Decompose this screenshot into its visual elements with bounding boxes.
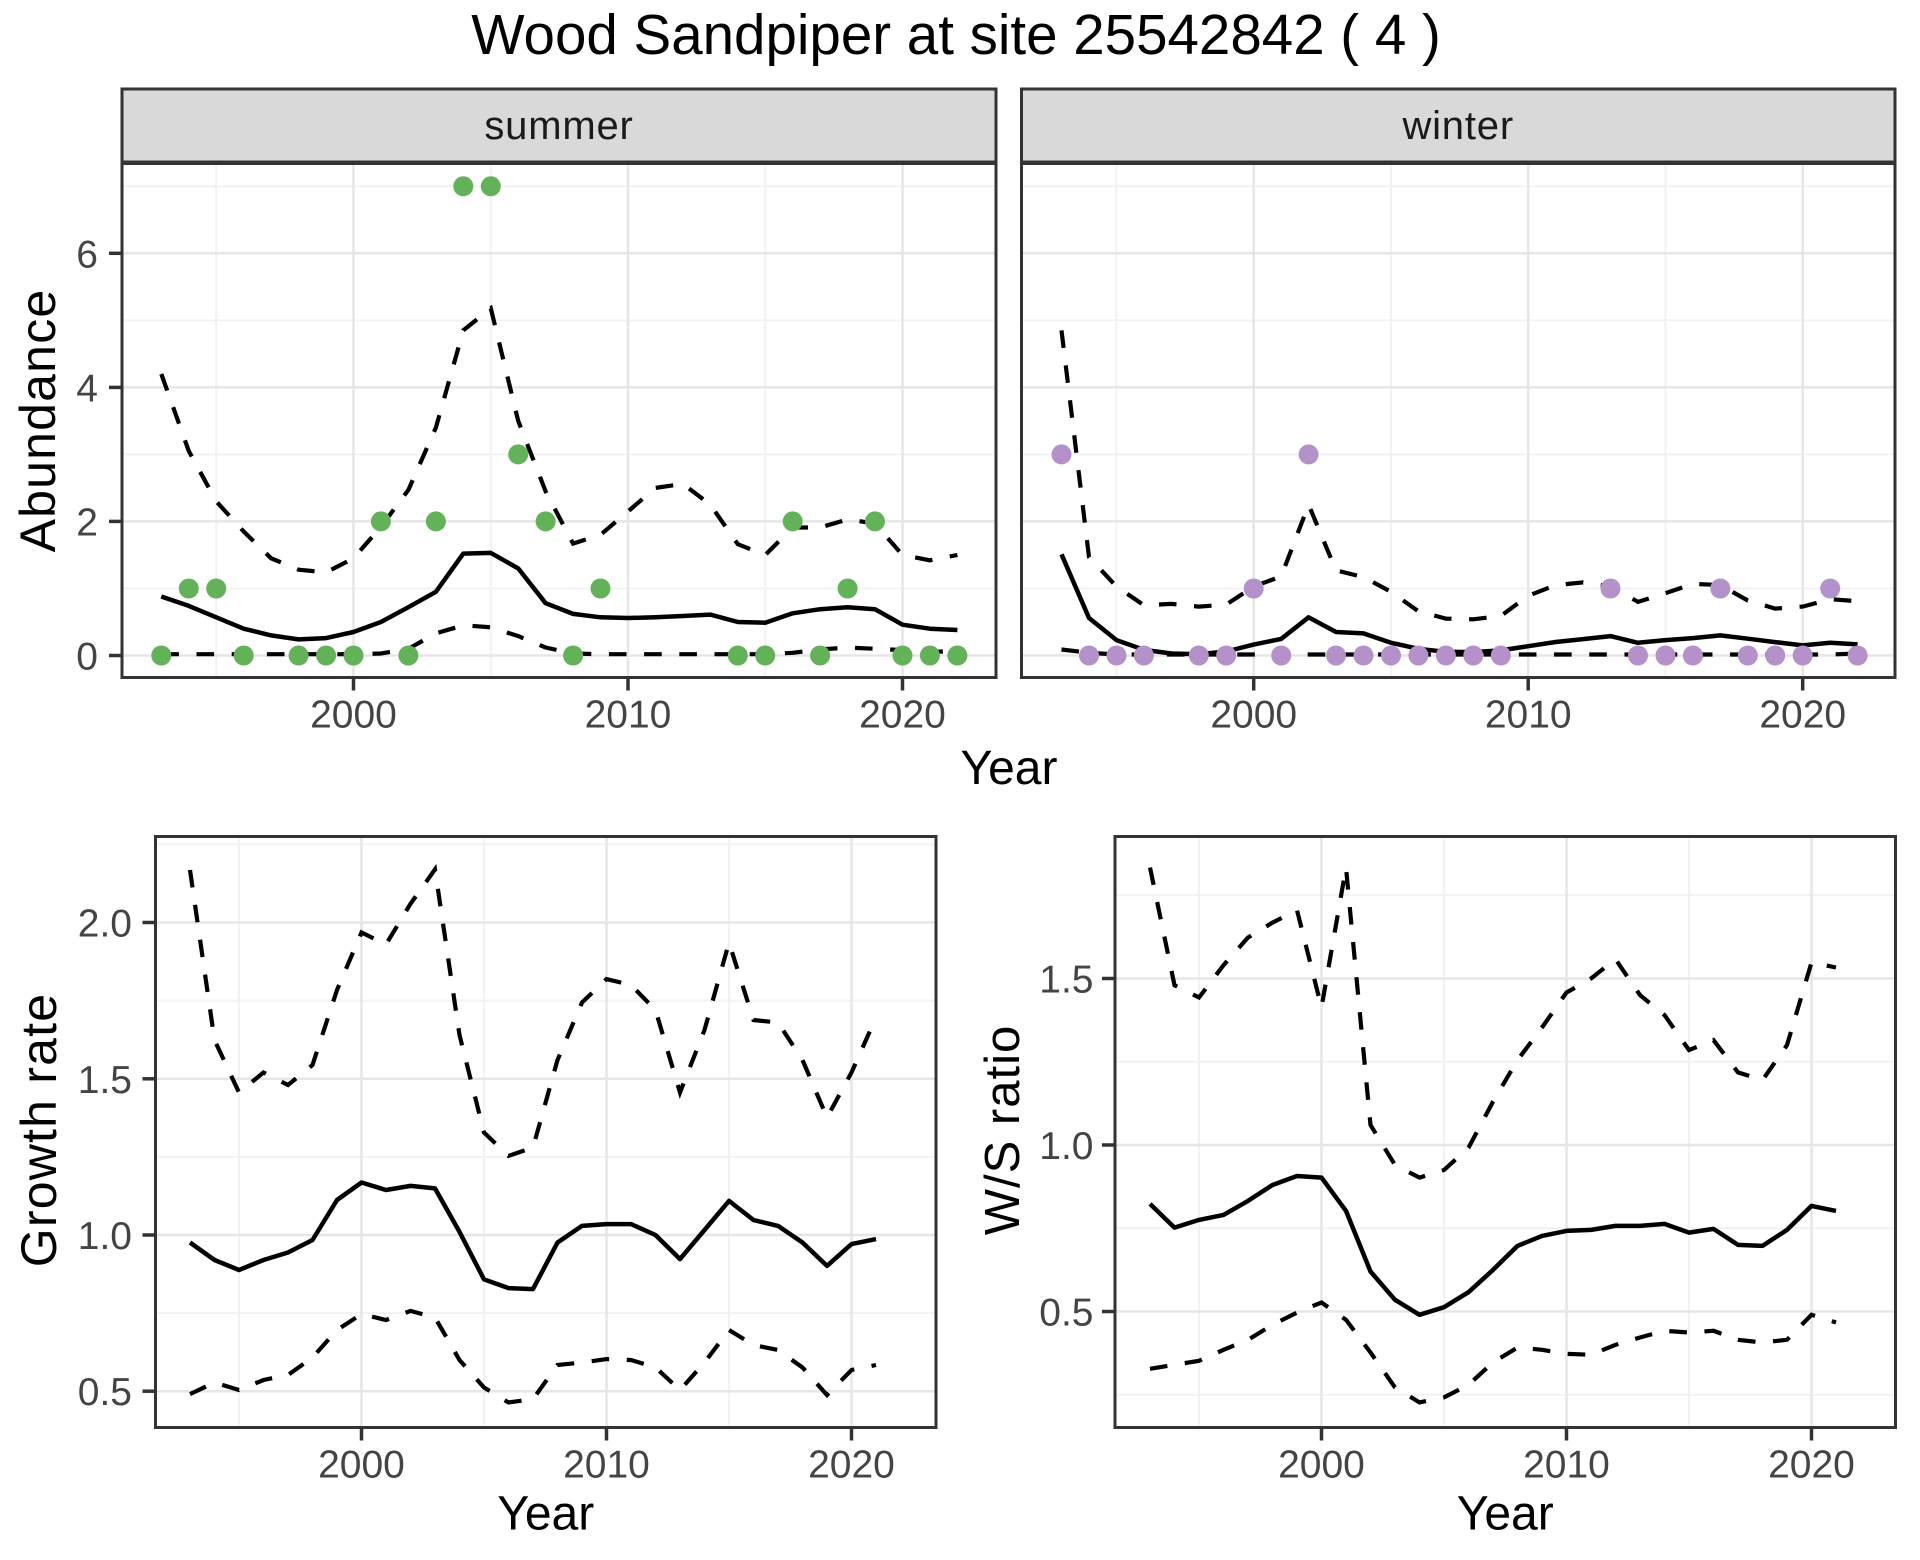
svg-text:2: 2 — [76, 501, 98, 544]
svg-text:6: 6 — [76, 233, 98, 276]
svg-text:1.0: 1.0 — [1039, 1125, 1093, 1168]
svg-text:summer: summer — [484, 104, 633, 148]
svg-text:0.5: 0.5 — [1039, 1292, 1093, 1335]
svg-text:winter: winter — [1401, 104, 1514, 148]
svg-text:Abundance: Abundance — [10, 289, 66, 553]
svg-text:2.0: 2.0 — [78, 903, 132, 946]
svg-text:2020: 2020 — [808, 1444, 895, 1487]
svg-text:2010: 2010 — [1485, 694, 1572, 737]
svg-text:0: 0 — [76, 636, 98, 679]
svg-text:Year: Year — [961, 742, 1058, 795]
svg-text:2000: 2000 — [310, 694, 397, 737]
svg-text:1.5: 1.5 — [78, 1059, 132, 1102]
svg-text:2010: 2010 — [585, 694, 672, 737]
svg-text:2020: 2020 — [859, 694, 946, 737]
svg-text:2000: 2000 — [1278, 1444, 1365, 1487]
svg-text:Growth rate: Growth rate — [11, 993, 67, 1267]
svg-text:1.0: 1.0 — [78, 1215, 132, 1258]
svg-text:Year: Year — [1457, 1488, 1554, 1541]
svg-text:1.5: 1.5 — [1039, 959, 1093, 1002]
svg-text:Wood Sandpiper at site 2554284: Wood Sandpiper at site 25542842 ( 4 ) — [471, 3, 1441, 66]
svg-text:2000: 2000 — [318, 1444, 405, 1487]
svg-text:2000: 2000 — [1210, 694, 1297, 737]
svg-text:4: 4 — [76, 367, 98, 410]
svg-text:W/S ratio: W/S ratio — [976, 1025, 1030, 1235]
svg-text:2020: 2020 — [1768, 1444, 1855, 1487]
svg-text:2010: 2010 — [563, 1444, 650, 1487]
svg-text:2020: 2020 — [1759, 694, 1846, 737]
svg-text:0.5: 0.5 — [78, 1371, 132, 1414]
svg-text:2010: 2010 — [1523, 1444, 1610, 1487]
svg-text:Year: Year — [497, 1488, 594, 1541]
